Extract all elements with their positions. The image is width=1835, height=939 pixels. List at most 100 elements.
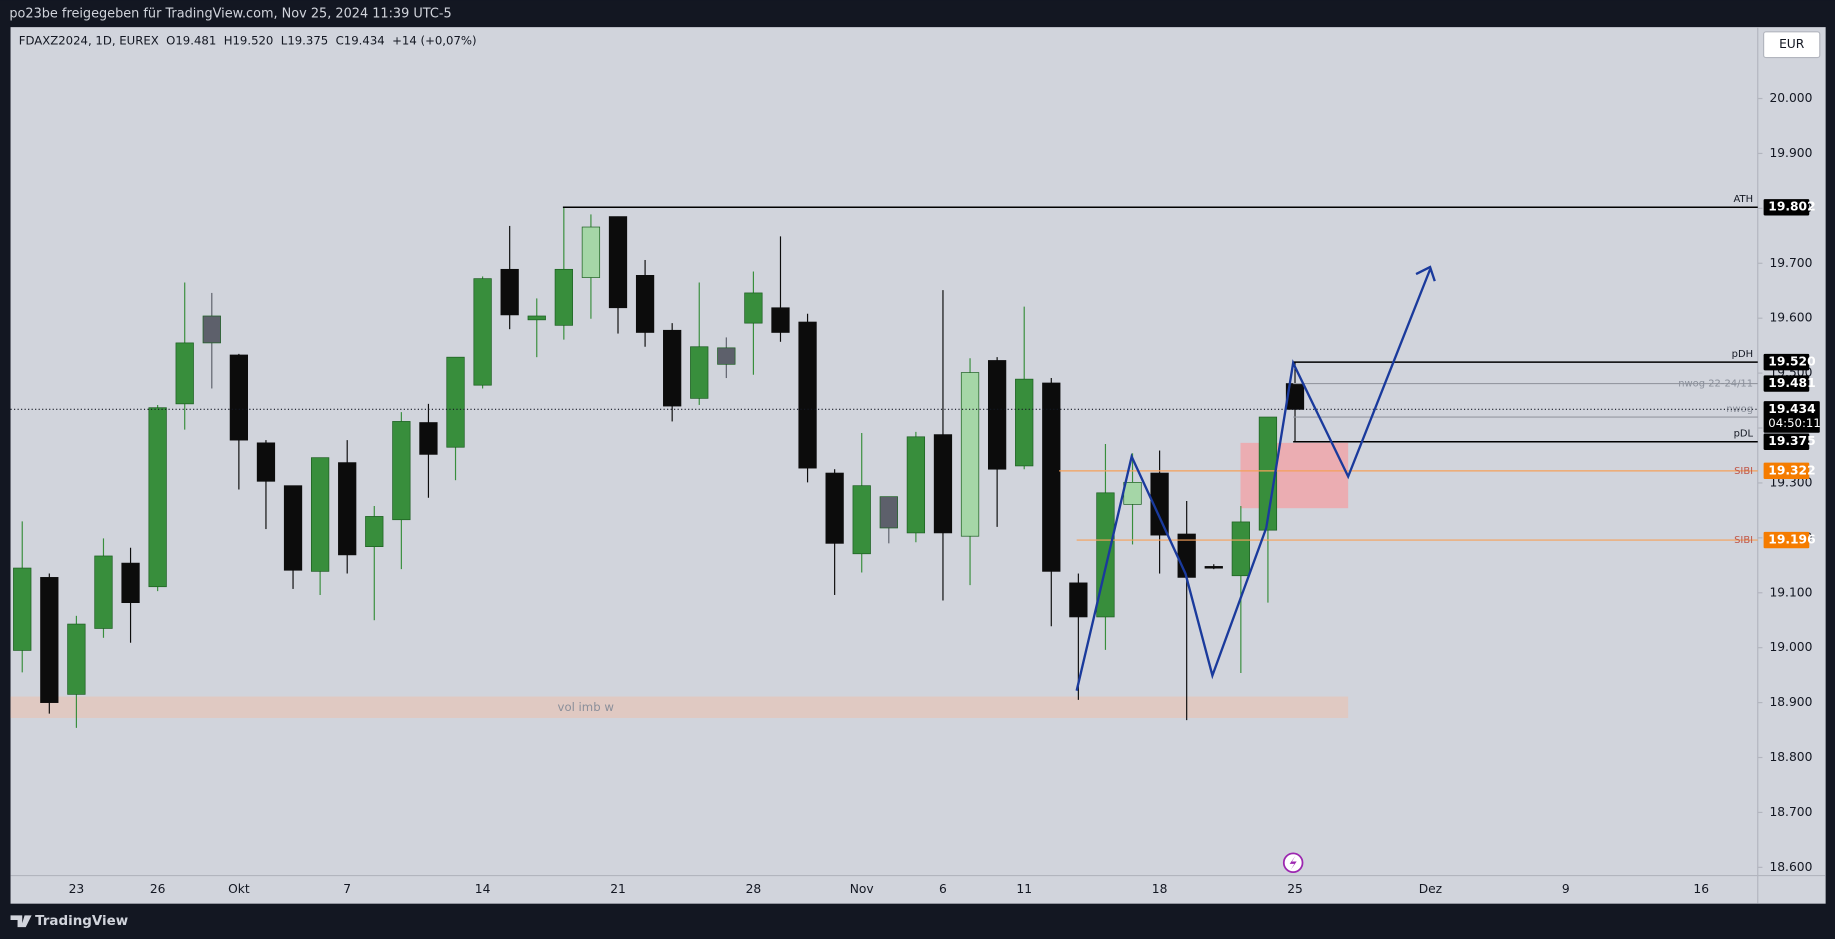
candle-body xyxy=(879,496,898,529)
current-price-label: 19.434 xyxy=(1768,402,1815,416)
x-tick-label: 6 xyxy=(939,882,947,896)
candle-body xyxy=(1015,378,1034,467)
x-tick-label: 7 xyxy=(343,882,351,896)
price-box xyxy=(1763,433,1810,450)
level-name: nwog 22-24/11 xyxy=(1678,379,1753,390)
candle-body xyxy=(446,356,465,448)
candle-body xyxy=(825,472,844,544)
x-tick-label: 28 xyxy=(746,882,762,896)
candle-body xyxy=(1204,566,1223,569)
x-tick-label: 26 xyxy=(150,882,166,896)
candle-body xyxy=(635,275,655,333)
price-box-label: 19.481 xyxy=(1768,376,1815,390)
candle-body xyxy=(554,268,573,326)
candle-body xyxy=(663,329,682,407)
candle-body xyxy=(13,567,32,651)
candle-body xyxy=(202,315,221,344)
y-tick-label: 19.100 xyxy=(1769,585,1812,599)
price-box xyxy=(1763,353,1810,371)
countdown: 04:50:11 xyxy=(1768,416,1821,430)
y-tick-label: 18.600 xyxy=(1769,860,1812,874)
candle-body xyxy=(310,457,330,572)
price-box xyxy=(1763,375,1810,392)
currency-box[interactable] xyxy=(1763,31,1821,59)
current-price-box xyxy=(1763,401,1820,433)
y-tick-label: 18.900 xyxy=(1769,695,1812,709)
zone-label: vol imb w xyxy=(558,700,615,714)
price-box xyxy=(1763,199,1810,216)
y-tick-label: 19.700 xyxy=(1769,256,1812,270)
price-box xyxy=(1763,531,1810,549)
zone xyxy=(1240,442,1349,509)
symbol-legend: FDAXZ2024, 1D, EUREX O19.481 H19.520 L19… xyxy=(19,34,477,48)
price-box-label: 19.196 xyxy=(1768,533,1815,547)
x-tick-label: 25 xyxy=(1287,882,1303,896)
currency[interactable]: EUR xyxy=(1779,37,1805,51)
candle-body xyxy=(148,407,167,588)
candle-body xyxy=(1258,416,1278,531)
price-box-label: 19.322 xyxy=(1768,463,1815,477)
candle-body xyxy=(500,268,519,316)
candle-body xyxy=(960,372,980,537)
candle-body xyxy=(1231,521,1250,577)
y-tick-label: 18.700 xyxy=(1769,805,1812,819)
level-name: nwog xyxy=(1726,404,1753,415)
level-name: ATH xyxy=(1734,194,1754,205)
candle-body xyxy=(419,422,438,455)
level-name: SIBI xyxy=(1734,466,1753,477)
x-tick-label: 23 xyxy=(69,882,85,896)
candle-body xyxy=(338,462,357,556)
plot-layer: vol imb w20.00019.90019.80019.70019.6001… xyxy=(10,91,1821,896)
y-tick-label: 19.900 xyxy=(1769,146,1812,160)
candle-body xyxy=(852,485,871,555)
share-text: po23be freigegeben für TradingView.com, … xyxy=(9,7,451,22)
candle-body xyxy=(175,342,194,405)
y-tick-label: 18.800 xyxy=(1769,750,1812,764)
candle-body xyxy=(283,485,303,571)
candle-body xyxy=(392,421,411,521)
price-box-label: 19.802 xyxy=(1768,200,1815,214)
price-box-label: 19.520 xyxy=(1768,355,1815,369)
candle-body xyxy=(1150,472,1169,536)
level-name: SIBI xyxy=(1734,535,1753,546)
candle-body xyxy=(933,434,953,534)
zone xyxy=(10,696,1349,718)
price-box-label: 19.375 xyxy=(1768,434,1815,448)
x-tick-label: Okt xyxy=(228,882,250,896)
y-tick-label: 19.600 xyxy=(1769,311,1812,325)
candle-body xyxy=(1069,582,1088,618)
candle-body xyxy=(987,360,1007,470)
candle-body xyxy=(473,278,492,386)
brand-logo xyxy=(10,915,32,928)
event-icon-bolt xyxy=(1289,855,1297,870)
level-name: pDH xyxy=(1732,349,1753,360)
x-tick-label: 16 xyxy=(1693,882,1709,896)
candle-body xyxy=(67,623,86,695)
x-tick-label: Dez xyxy=(1419,882,1442,896)
candle-body xyxy=(94,555,113,629)
x-tick-label: 14 xyxy=(475,882,491,896)
candle-body xyxy=(229,354,249,441)
candle-body xyxy=(608,216,628,309)
candle-body xyxy=(527,315,546,321)
candle-body xyxy=(40,577,59,703)
x-tick-label: 9 xyxy=(1562,882,1570,896)
candle-body xyxy=(744,292,763,324)
y-tick-label: 19.000 xyxy=(1769,640,1812,654)
candle-body xyxy=(256,442,276,482)
x-tick-label: Nov xyxy=(850,882,874,896)
x-tick-label: 21 xyxy=(610,882,626,896)
x-tick-label: 18 xyxy=(1152,882,1168,896)
projection-arrowhead xyxy=(1415,265,1436,282)
candle-body xyxy=(1123,482,1142,505)
x-tick-label: 11 xyxy=(1016,882,1032,896)
candle-body xyxy=(771,307,790,333)
candle-body xyxy=(365,516,384,547)
candle-body xyxy=(798,321,817,469)
brand: TradingView xyxy=(35,914,128,929)
candle-body xyxy=(717,347,736,365)
projection-path xyxy=(1075,268,1432,691)
candle-body xyxy=(121,562,140,604)
